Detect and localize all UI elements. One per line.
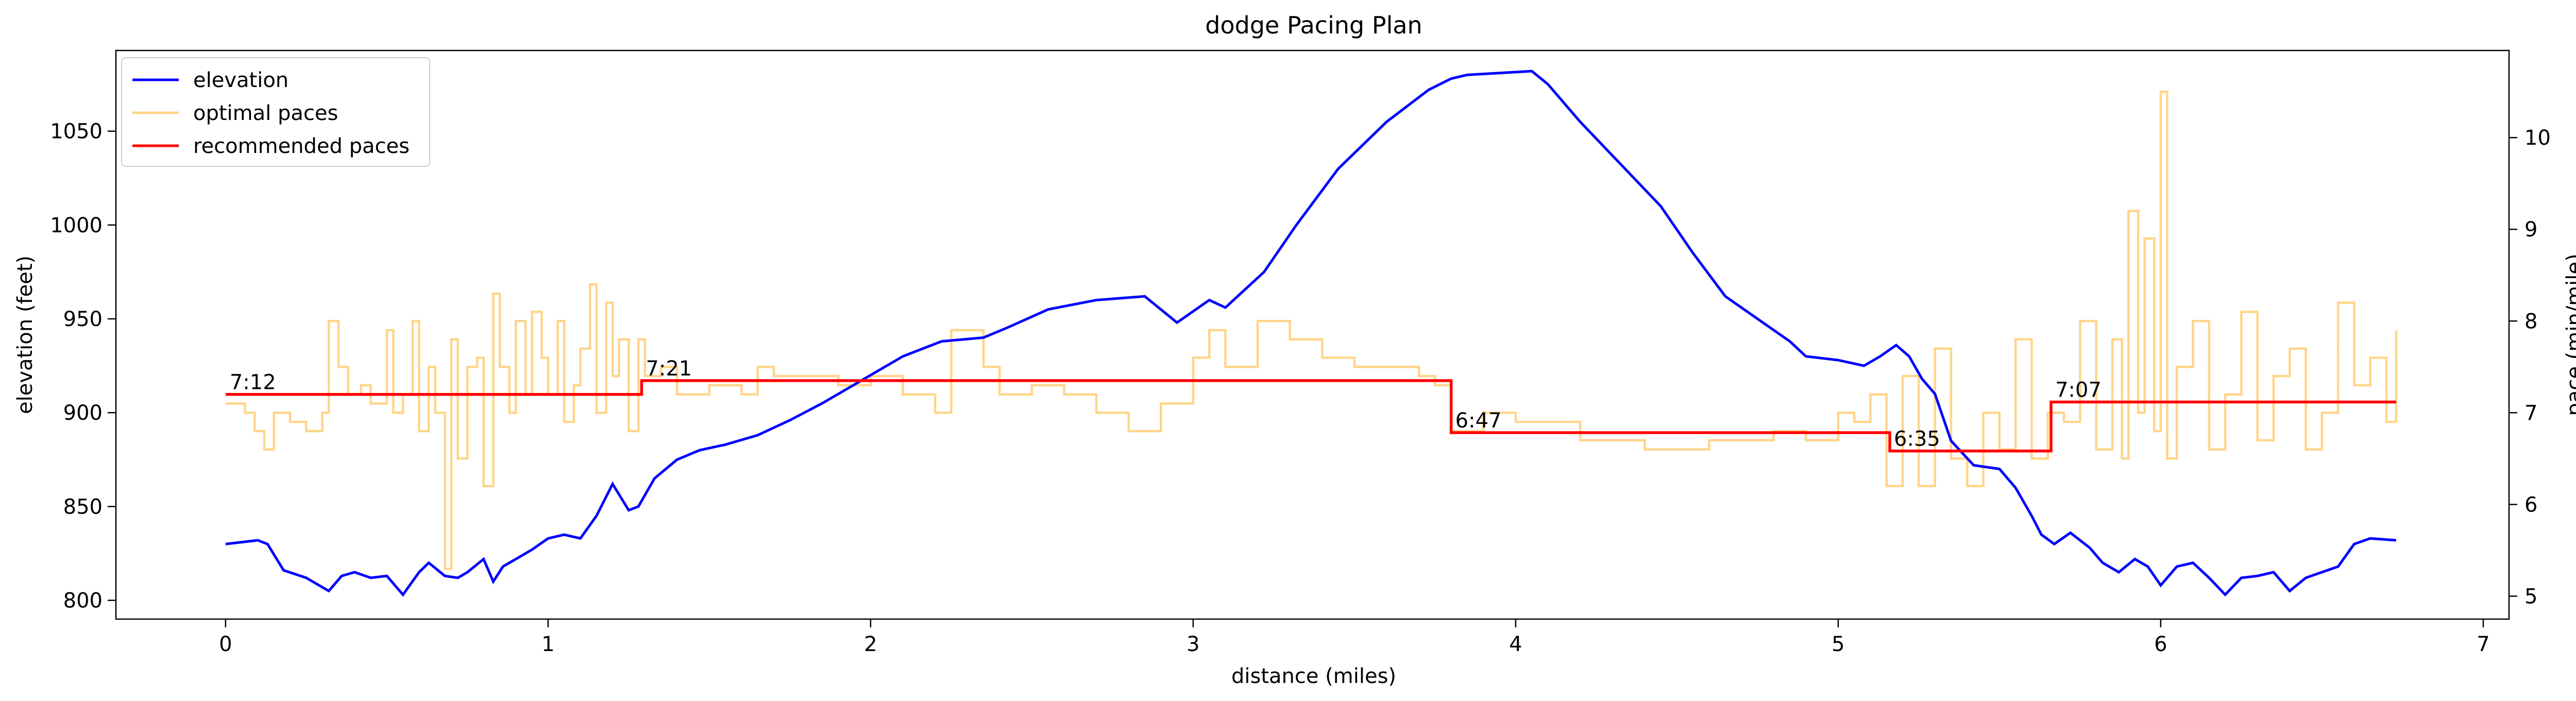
plot-content: 7:12 7:21 6:47 6:35 7:07 (225, 70, 2398, 597)
left-y-tick-label: 900 (63, 401, 103, 425)
pace-annotation-2: 6:47 (1455, 409, 1502, 433)
x-tick-label: 5 (1832, 632, 1844, 656)
axis-ticks: 0 1 2 3 4 5 6 7 800 850 900 950 1000 1050 5 6 7 8 9 10 (50, 120, 2551, 656)
left-y-tick-label: 1000 (50, 214, 103, 237)
legend-label-optimal-paces: optimal paces (193, 101, 338, 125)
series-line-recommended-paces (225, 379, 2396, 453)
legend-label-recommended-paces: recommended paces (193, 134, 410, 158)
pace-annotation-1: 7:21 (646, 357, 692, 381)
x-tick-label: 3 (1187, 632, 1199, 656)
legend: elevation optimal paces recommended pace… (121, 57, 430, 167)
x-tick-label: 2 (864, 632, 877, 656)
x-axis-label: distance (miles) (1231, 664, 1396, 688)
left-y-tick-label: 800 (63, 589, 103, 613)
left-y-tick-label: 1050 (50, 120, 103, 144)
pace-annotation-4: 7:07 (2055, 379, 2102, 402)
plot-frame (115, 49, 2510, 620)
left-y-tick-label: 850 (63, 495, 103, 519)
legend-label-elevation: elevation (193, 69, 289, 92)
x-tick-label: 4 (1509, 632, 1522, 656)
x-tick-label: 7 (2477, 632, 2489, 656)
left-y-tick-label: 950 (63, 307, 103, 331)
right-y-tick-label: 10 (2524, 126, 2551, 150)
left-y-axis-label: elevation (feet) (13, 255, 37, 414)
legend-box (121, 57, 430, 167)
right-y-tick-label: 6 (2524, 493, 2537, 517)
pace-annotation-3: 6:35 (1894, 428, 1940, 451)
series-line-optimal-paces (225, 90, 2398, 570)
series-line-elevation (225, 70, 2397, 597)
right-y-tick-label: 9 (2524, 218, 2537, 242)
x-tick-label: 1 (541, 632, 554, 656)
x-tick-label: 6 (2154, 632, 2167, 656)
right-y-tick-label: 5 (2524, 585, 2537, 608)
pace-annotation-0: 7:12 (230, 371, 276, 395)
right-y-axis-label: pace (min/mile) (2563, 253, 2576, 416)
right-y-tick-label: 8 (2524, 310, 2537, 333)
chart-title: dodge Pacing Plan (1205, 11, 1422, 39)
x-tick-label: 0 (219, 632, 232, 656)
right-y-tick-label: 7 (2524, 401, 2537, 425)
